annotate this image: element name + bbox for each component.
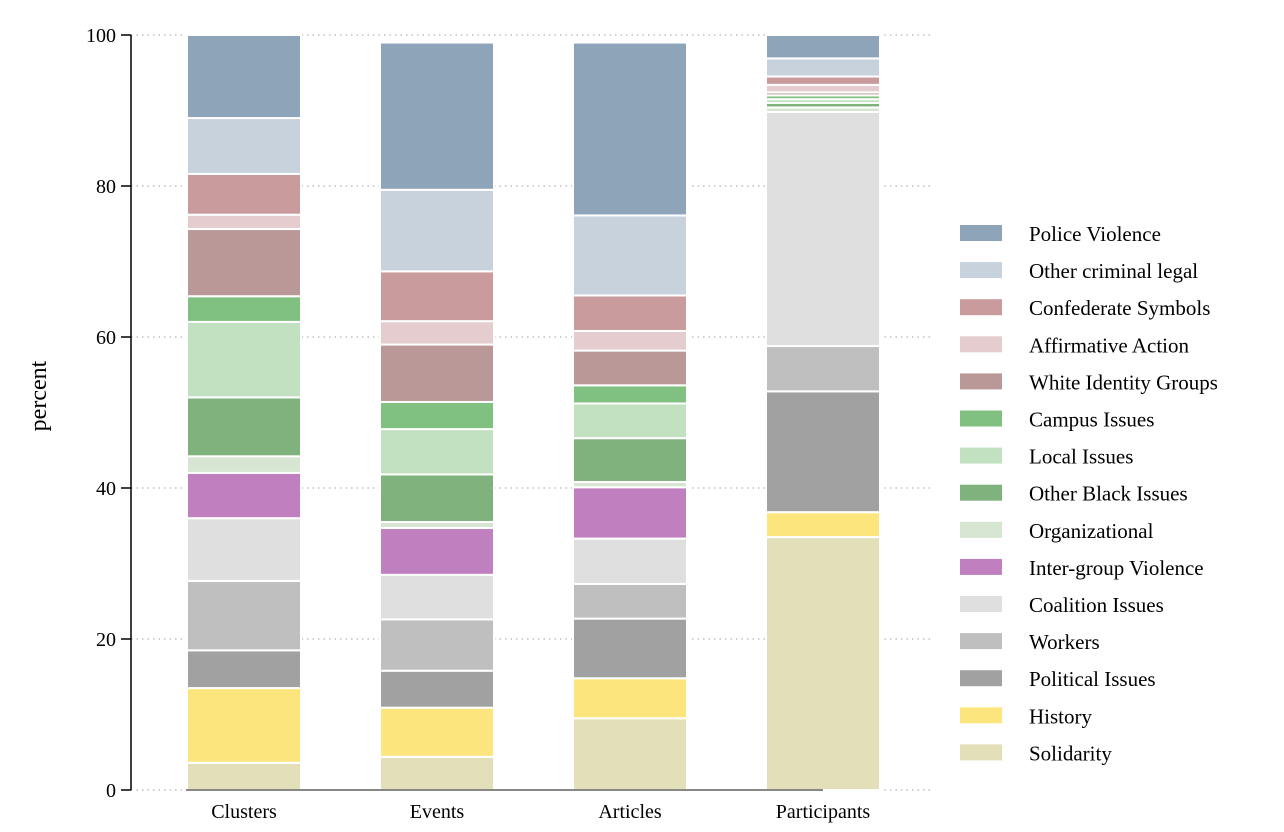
y-tick-label: 20	[96, 629, 116, 651]
legend-label-affirmative-action: Affirmative Action	[1029, 333, 1189, 357]
legend-label-workers: Workers	[1029, 630, 1100, 654]
x-tick-labels: Clusters Events Articles Participants	[211, 801, 870, 823]
bar-segment-events-other-black-issues	[379, 473, 495, 523]
legend-label-solidarity: Solidarity	[1029, 741, 1112, 765]
bar-segment-participants-solidarity	[765, 536, 881, 792]
bar-segment-events-coalition-issues	[379, 573, 495, 621]
bar-segment-events-local-issues	[379, 428, 495, 476]
legend-label-other-black-issues: Other Black Issues	[1029, 482, 1188, 506]
bar-segment-articles-political-issues	[572, 617, 688, 680]
bar-segment-events-affirmative-action	[379, 320, 495, 346]
legend-swatch-white-identity-groups	[960, 373, 1002, 390]
bar-segment-articles-other-criminal-legal	[572, 214, 688, 297]
y-tick-label: 40	[96, 478, 116, 500]
bar-segment-articles-inter-group-violence	[572, 486, 688, 540]
legend-swatch-police-violence	[960, 225, 1002, 241]
bar-segment-participants-political-issues	[765, 390, 881, 514]
legend-swatch-solidarity	[960, 744, 1002, 761]
bar-segment-clusters-political-issues	[186, 649, 302, 690]
bar-segment-participants-police-violence	[765, 34, 881, 60]
bar-segment-clusters-local-issues	[186, 320, 302, 399]
legend-swatch-organizational	[960, 521, 1002, 538]
bar-segment-articles-history	[572, 677, 688, 720]
bar-segment-articles-affirmative-action	[572, 329, 688, 352]
x-tick-label-articles: Articles	[598, 801, 662, 823]
legend-label-local-issues: Local Issues	[1029, 445, 1133, 469]
bar-segment-clusters-confederate-symbols	[186, 172, 302, 216]
legend-label-history: History	[1029, 704, 1093, 728]
legend: Police Violence Other criminal legal Confe…	[960, 222, 1218, 765]
bar-segment-articles-coalition-issues	[572, 537, 688, 585]
legend-label-political-issues: Political Issues	[1029, 667, 1156, 691]
y-ticks: 0 20 40 60 80 100	[86, 25, 131, 802]
legend-swatch-other-criminal-legal	[960, 262, 1002, 279]
bar-segment-participants-affirmative-action	[765, 83, 881, 94]
bar-segment-participants-other-criminal-legal	[765, 57, 881, 78]
legend-swatch-workers	[960, 633, 1002, 650]
bar-segment-events-confederate-symbols	[379, 270, 495, 323]
legend-label-other-criminal-legal: Other criminal legal	[1029, 259, 1198, 283]
bar-segment-events-inter-group-violence	[379, 527, 495, 576]
y-tick-label: 100	[86, 25, 116, 47]
bar-segment-events-history	[379, 706, 495, 758]
bar-segment-articles-local-issues	[572, 402, 688, 440]
bar-segment-participants-workers	[765, 345, 881, 393]
bar-segment-clusters-police-violence	[186, 34, 302, 120]
legend-label-organizational: Organizational	[1029, 519, 1154, 543]
bar-segment-articles-campus-issues	[572, 384, 688, 405]
y-tick-label: 60	[96, 327, 116, 349]
bar-segment-clusters-white-identity-groups	[186, 228, 302, 298]
legend-label-campus-issues: Campus Issues	[1029, 408, 1154, 432]
bar-segment-events-other-criminal-legal	[379, 188, 495, 273]
bar-segment-clusters-solidarity	[186, 761, 302, 792]
bar-segment-events-workers	[379, 618, 495, 672]
bar-segment-events-white-identity-groups	[379, 343, 495, 403]
legend-label-confederate-symbols: Confederate Symbols	[1029, 296, 1210, 320]
bar-segment-participants-confederate-symbols	[765, 75, 881, 86]
y-axis-title: percent	[26, 360, 52, 431]
y-tick-label: 0	[106, 780, 116, 802]
bar-segment-clusters-organizational	[186, 455, 302, 474]
bar-segment-events-police-violence	[379, 41, 495, 191]
bar-segment-articles-solidarity	[572, 717, 688, 792]
bar-segment-clusters-history	[186, 687, 302, 764]
axes	[130, 35, 823, 791]
legend-swatch-political-issues	[960, 670, 1002, 687]
bar-segment-articles-other-black-issues	[572, 437, 688, 483]
x-tick-label-events: Events	[410, 801, 465, 823]
bar-segment-articles-police-violence	[572, 41, 688, 217]
legend-label-white-identity-groups: White Identity Groups	[1029, 370, 1218, 394]
bar-segment-clusters-inter-group-violence	[186, 471, 302, 520]
x-tick-label-participants: Participants	[776, 801, 871, 823]
legend-swatch-local-issues	[960, 447, 1002, 464]
legend-swatch-campus-issues	[960, 410, 1002, 427]
bar-segment-events-campus-issues	[379, 400, 495, 431]
legend-swatch-other-black-issues	[960, 484, 1002, 501]
x-tick-label-clusters: Clusters	[211, 801, 277, 823]
bar-segment-clusters-affirmative-action	[186, 213, 302, 231]
bar-segment-clusters-other-black-issues	[186, 396, 302, 458]
legend-swatch-affirmative-action	[960, 336, 1002, 353]
legend-swatch-inter-group-violence	[960, 558, 1002, 575]
bar-segment-events-solidarity	[379, 755, 495, 792]
bar-segment-articles-white-identity-groups	[572, 349, 688, 387]
bars	[186, 34, 881, 792]
y-tick-label: 80	[96, 176, 116, 198]
bar-segment-articles-workers	[572, 582, 688, 620]
bar-segment-articles-confederate-symbols	[572, 294, 688, 332]
legend-label-coalition-issues: Coalition Issues	[1029, 593, 1164, 617]
bar-segment-events-political-issues	[379, 669, 495, 709]
legend-label-inter-group-violence: Inter-group Violence	[1029, 556, 1204, 580]
legend-swatch-history	[960, 707, 1002, 724]
bar-segment-clusters-coalition-issues	[186, 517, 302, 582]
bar-segment-clusters-workers	[186, 579, 302, 652]
bar-segment-participants-history	[765, 511, 881, 539]
bar-segment-clusters-campus-issues	[186, 295, 302, 323]
legend-swatch-coalition-issues	[960, 596, 1002, 612]
legend-label-police-violence: Police Violence	[1029, 222, 1161, 246]
bar-segment-participants-coalition-issues	[765, 111, 881, 348]
legend-swatch-confederate-symbols	[960, 299, 1002, 316]
bar-segment-clusters-other-criminal-legal	[186, 117, 302, 175]
